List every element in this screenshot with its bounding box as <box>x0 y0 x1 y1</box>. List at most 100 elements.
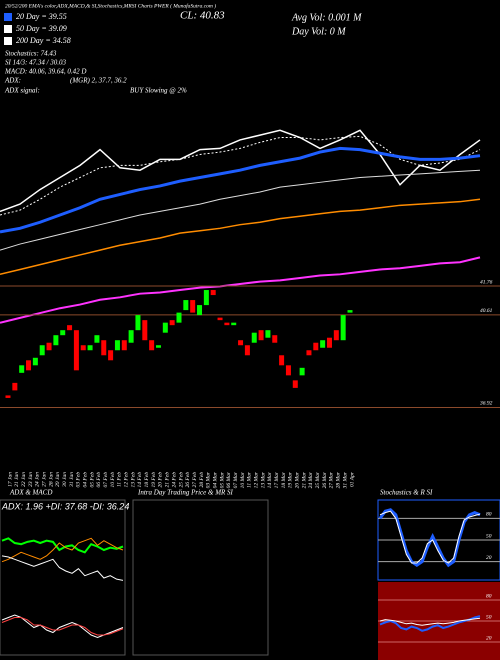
x-tick-label: 10 Feb <box>110 472 116 488</box>
adx-frame <box>0 499 126 656</box>
candle <box>210 290 216 296</box>
series-line <box>379 617 481 626</box>
candle <box>19 365 25 373</box>
x-tick-label: 18 Feb <box>144 472 150 488</box>
annotation: ADX: 1.96 +DI: 37.68 -DI: 36.24 <box>1 501 129 511</box>
x-tick-label: 24 Jan <box>34 472 41 487</box>
x-tick-label: 05 Mar <box>219 471 225 488</box>
y-tick-label: 50 <box>486 614 492 620</box>
x-tick-label: 24 Mar <box>307 471 314 488</box>
candle <box>313 342 319 351</box>
candle <box>108 350 114 361</box>
x-tick-label: 10 Mar <box>240 471 246 488</box>
candle <box>53 335 59 346</box>
candle <box>32 357 38 366</box>
candle <box>149 340 155 351</box>
x-tick-label: 21 Mar <box>301 471 307 488</box>
candle <box>114 340 120 351</box>
candle <box>162 322 168 333</box>
x-tick-label: 07 Feb <box>103 472 109 488</box>
candle <box>26 360 32 371</box>
candle <box>217 317 223 321</box>
candle <box>231 322 237 326</box>
avg-vol: Avg Vol: 0.001 M <box>291 12 362 23</box>
candle <box>60 330 66 336</box>
x-tick-label: 06 Mar <box>226 471 232 488</box>
x-tick-label: 28 Feb <box>199 472 205 488</box>
candle <box>73 330 79 371</box>
x-tick-label: 18 Mar <box>281 471 287 488</box>
candle <box>285 365 291 376</box>
x-tick-label: 12 Feb <box>124 472 130 488</box>
series-line <box>379 510 481 564</box>
legend-entry: 200 Day = 34.58 <box>16 36 71 45</box>
x-tick-label: 24 Feb <box>170 472 177 488</box>
x-tick-label: 17 Mar <box>274 471 280 488</box>
candle <box>128 330 134 343</box>
y-tick-label: 50 <box>486 533 492 539</box>
stat: Stochastics: 74.43 <box>5 50 57 58</box>
candle <box>265 330 271 338</box>
stat: SI 14/3: 47.34 / 30.03 <box>5 59 67 67</box>
x-tick-label: 19 Feb <box>151 472 157 488</box>
close: CL: 40.83 <box>180 10 225 22</box>
series-line <box>1 537 124 563</box>
candle <box>333 330 339 341</box>
candle <box>251 332 257 343</box>
candle <box>190 300 196 313</box>
legend-entry: 20 Day = 39.55 <box>16 12 67 21</box>
candle <box>183 300 189 311</box>
series-line <box>0 198 481 276</box>
x-tick-label: 28 Mar <box>336 471 342 488</box>
x-tick-label: 01 Apr <box>349 471 355 487</box>
x-tick-label: 14 Feb <box>136 472 143 488</box>
x-tick-label: 31 Mar <box>342 471 348 489</box>
candle <box>279 355 285 366</box>
adx-label: ADX: <box>4 77 21 85</box>
series-line <box>0 146 481 234</box>
candle <box>299 367 305 376</box>
series-line <box>0 169 481 251</box>
x-tick-label: 22 Jan <box>21 472 27 487</box>
y-tick-label: 80 <box>486 593 492 599</box>
y-tick-label: 40.61 <box>480 307 493 314</box>
x-tick-label: 17 Jan <box>7 472 13 487</box>
x-tick-label: 03 Mar <box>206 471 212 488</box>
legend-swatch <box>4 13 12 21</box>
series-line <box>0 129 481 213</box>
x-tick-label: 26 Feb <box>185 472 191 488</box>
panel-title: Stochastics & R SI <box>380 489 433 497</box>
legend-swatch <box>4 37 12 45</box>
x-tick-label: 27 Feb <box>192 472 198 488</box>
candle <box>197 305 203 316</box>
intraday-frame <box>132 499 269 656</box>
x-tick-label: 19 Mar <box>288 471 294 488</box>
x-tick-label: 13 Mar <box>260 471 266 488</box>
y-tick-label: 80 <box>486 512 492 518</box>
signal-label: ADX signal: <box>4 87 40 95</box>
candle <box>340 315 346 341</box>
candle <box>5 395 11 398</box>
x-tick-label: 30 Jan <box>62 472 68 488</box>
candle <box>272 335 278 343</box>
y-tick-label: 20 <box>486 555 492 561</box>
candle <box>67 325 73 331</box>
candle <box>39 345 45 356</box>
x-tick-label: 04 Feb <box>82 472 89 488</box>
x-tick-label: 26 Mar <box>322 471 328 488</box>
x-tick-label: 27 Mar <box>329 471 335 488</box>
x-tick-label: 05 Feb <box>89 472 95 488</box>
x-tick-label: 20 Mar <box>295 471 301 488</box>
x-tick-label: 13 Feb <box>130 472 136 488</box>
x-tick-label: 11 Mar <box>247 471 253 488</box>
candle <box>320 340 326 348</box>
day-vol: Day Vol: 0 M <box>291 26 346 37</box>
candle <box>80 345 86 351</box>
candle <box>224 322 230 326</box>
candle <box>306 350 312 356</box>
candle <box>176 312 182 323</box>
x-tick-label: 12 Mar <box>254 471 260 488</box>
panel-title: Intra Day Trading Price & MR SI <box>137 489 234 497</box>
